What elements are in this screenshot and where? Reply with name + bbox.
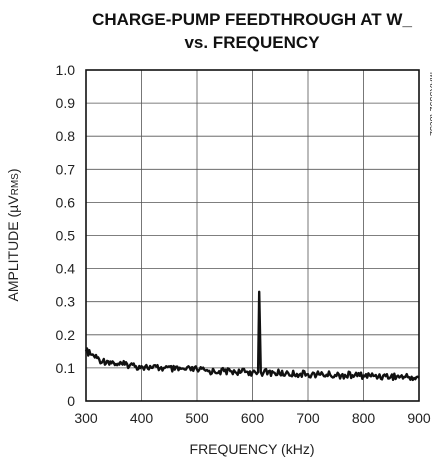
chart-title-line2: vs. FREQUENCY <box>184 33 320 52</box>
x-tick-label: 900 <box>407 410 431 426</box>
x-tick-label: 800 <box>352 410 376 426</box>
y-tick-label: 0.8 <box>56 128 76 144</box>
x-tick-label: 600 <box>241 410 265 426</box>
y-tick-label: 0 <box>67 393 75 409</box>
y-tick-label: 0.6 <box>56 194 76 210</box>
grid <box>86 70 419 401</box>
y-tick-label: 0.7 <box>56 161 76 177</box>
y-tick-label: 0.3 <box>56 294 76 310</box>
y-axis-label-sub: RMS <box>10 173 21 196</box>
y-tick-label: 0.4 <box>56 261 76 277</box>
y-tick-label: 0.9 <box>56 95 76 111</box>
y-tick-label: 0.1 <box>56 360 76 376</box>
y-axis-label-close: ) <box>5 169 21 174</box>
x-tick-label: 500 <box>185 410 209 426</box>
y-axis-label: AMPLITUDE (µVRMS) <box>5 169 21 302</box>
y-tick-label: 1.0 <box>56 62 76 78</box>
x-tick-label: 700 <box>296 410 320 426</box>
x-tick-label: 400 <box>130 410 154 426</box>
y-axis-label-main: AMPLITUDE (µV <box>5 195 21 302</box>
x-tick-label: 300 <box>74 410 98 426</box>
y-tick-labels: 0 0.1 0.2 0.3 0.4 0.5 0.6 0.7 0.8 0.9 1.0 <box>56 62 76 409</box>
chart-title-line1: CHARGE-PUMP FEEDTHROUGH AT W_ <box>92 10 412 29</box>
x-axis-label: FREQUENCY (kHz) <box>190 441 315 457</box>
y-tick-label: 0.2 <box>56 327 76 343</box>
y-tick-label: 0.5 <box>56 228 76 244</box>
part-id-label: MAX5392 toc32 <box>428 72 432 136</box>
x-tick-labels: 300 400 500 600 700 800 900 <box>74 410 431 426</box>
